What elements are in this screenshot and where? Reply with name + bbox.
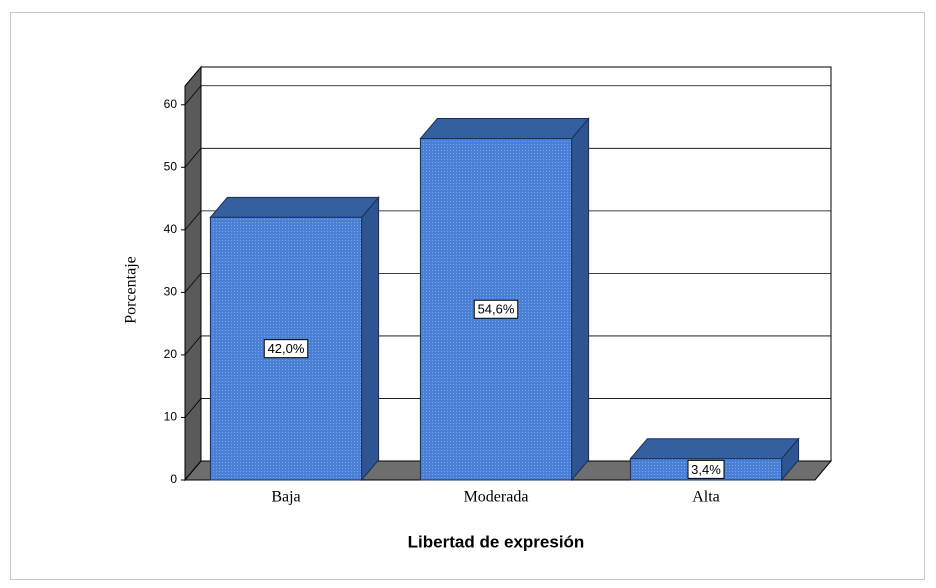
bar-side bbox=[571, 117, 590, 482]
value-label-box bbox=[687, 459, 725, 479]
left-wall bbox=[184, 65, 202, 482]
plot-area: 0 10 20 30 40 50 60 42,0% Baja 54,6% Moderada 3,4% A… bbox=[164, 65, 833, 506]
y-tick-label: 0 bbox=[170, 472, 177, 486]
bar-side bbox=[361, 195, 380, 482]
value-label: 54,6% bbox=[478, 302, 515, 317]
x-axis-title: Libertad de expresión bbox=[408, 532, 585, 551]
y-tick-label: 60 bbox=[164, 97, 178, 111]
x-tick-label: Moderada bbox=[464, 489, 529, 506]
bar-top bbox=[419, 118, 590, 140]
value-label-box bbox=[263, 339, 309, 359]
x-tick-label: Alta bbox=[692, 489, 720, 506]
grid-line bbox=[184, 85, 831, 106]
y-tick-label: 50 bbox=[164, 159, 178, 173]
x-tick-label: Baja bbox=[271, 489, 300, 506]
grid-line bbox=[184, 398, 831, 418]
y-tick-label: 40 bbox=[164, 222, 178, 236]
y-tick-label: 20 bbox=[164, 347, 178, 361]
y-axis-title: Porcentaje bbox=[123, 256, 140, 324]
bar-top bbox=[629, 438, 800, 460]
value-label: 3,4% bbox=[691, 462, 721, 477]
value-label-box bbox=[473, 299, 519, 319]
grid-line bbox=[184, 272, 831, 293]
value-label: 42,0% bbox=[268, 341, 305, 356]
grid-line bbox=[184, 147, 831, 168]
grid-line bbox=[184, 335, 831, 356]
grid-line bbox=[184, 210, 831, 231]
y-tick-label: 10 bbox=[164, 410, 178, 424]
y-tick-label: 30 bbox=[164, 285, 178, 299]
bar-top bbox=[209, 196, 380, 218]
